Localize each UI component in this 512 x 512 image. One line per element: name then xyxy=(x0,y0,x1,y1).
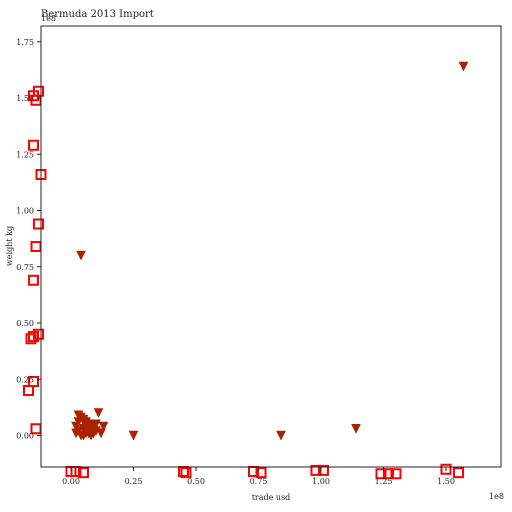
square-point xyxy=(34,220,43,229)
x-tick-label: 0.25 xyxy=(125,477,143,486)
y-offset-label: 1e8 xyxy=(41,14,56,23)
triangle-point xyxy=(352,424,361,433)
y-tick-label: 1.75 xyxy=(16,38,34,47)
x-offset-label: 1e8 xyxy=(489,492,504,501)
y-tick-label: 1.50 xyxy=(16,94,34,103)
square-point xyxy=(29,141,38,150)
triangle-point xyxy=(459,62,468,71)
x-tick-label: 1.00 xyxy=(312,477,330,486)
y-tick-label: 0.75 xyxy=(16,263,34,272)
square-point xyxy=(454,468,463,477)
x-tick-label: 1.25 xyxy=(375,477,393,486)
x-tick-label: 1.50 xyxy=(437,477,455,486)
triangle-point xyxy=(94,409,103,418)
triangle-point xyxy=(277,431,286,440)
y-tick-label: 0.00 xyxy=(16,432,34,441)
square-point xyxy=(24,386,33,395)
y-tick-label: 0.25 xyxy=(16,375,34,384)
x-tick-label: 0.75 xyxy=(250,477,268,486)
x-tick-label: 0.50 xyxy=(187,477,205,486)
y-tick-label: 0.50 xyxy=(16,319,34,328)
x-axis-label: trade usd xyxy=(252,493,291,502)
triangle-point xyxy=(97,429,106,438)
square-point xyxy=(32,242,41,251)
plot-frame xyxy=(41,26,501,467)
square-point xyxy=(29,276,38,285)
y-tick-label: 1.00 xyxy=(16,207,34,216)
triangle-point xyxy=(77,251,86,260)
chart-title: Bermuda 2013 Import xyxy=(41,9,154,20)
triangle-point xyxy=(129,431,138,440)
y-axis-label: weight kg xyxy=(5,226,14,266)
x-tick-label: 0.00 xyxy=(62,477,80,486)
points-layer xyxy=(24,62,468,478)
y-tick-label: 1.25 xyxy=(16,150,34,159)
